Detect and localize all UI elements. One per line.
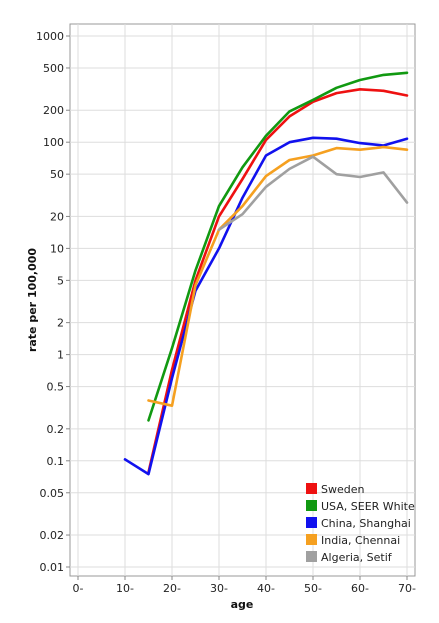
- x-tick-label: 0-: [73, 582, 84, 595]
- y-tick-label: 500: [43, 62, 64, 75]
- x-axis-ticks: 0- 10- 20- 30- 40- 50- 60- 70-: [73, 576, 416, 595]
- legend-swatch-india-chennai: [306, 534, 317, 545]
- legend-swatch-algeria-setif: [306, 551, 317, 562]
- y-axis-label: rate per 100,000: [26, 248, 39, 352]
- legend-label-algeria-setif: Algeria, Setif: [321, 551, 393, 564]
- legend-swatch-china-shanghai: [306, 517, 317, 528]
- x-axis-label: age: [231, 598, 254, 611]
- series-line-sweden: [147, 88, 409, 474]
- legend-label-usa-seer-white: USA, SEER White: [321, 500, 415, 513]
- y-tick-label: 2: [57, 317, 64, 330]
- y-tick-label: 5: [57, 274, 64, 287]
- series-line-usa-seer-white: [147, 71, 409, 422]
- y-tick-label: 100: [43, 136, 64, 149]
- y-tick-label: 0.02: [40, 529, 65, 542]
- y-tick-label: 200: [43, 104, 64, 117]
- y-tick-label: 50: [50, 168, 64, 181]
- legend-label-sweden: Sweden: [321, 483, 364, 496]
- x-tick-label: 30-: [210, 582, 228, 595]
- x-tick-label: 60-: [351, 582, 369, 595]
- y-tick-label: 1000: [36, 30, 64, 43]
- x-tick-label: 70-: [398, 582, 416, 595]
- legend-swatch-usa-seer-white: [306, 500, 317, 511]
- series-line-india-chennai: [147, 145, 409, 408]
- y-tick-label: 0.1: [47, 455, 65, 468]
- y-axis-ticks: 1000 500 200 100 50 20 10 5 2 1 0.5 0.2 0.1 0.05 0.02 0…: [36, 30, 70, 574]
- series-lines: [123, 71, 409, 476]
- x-tick-label: 40-: [257, 582, 275, 595]
- y-tick-label: 0.5: [47, 381, 65, 394]
- legend-swatch-sweden: [306, 483, 317, 494]
- x-tick-label: 50-: [304, 582, 322, 595]
- series-line-china-shanghai: [123, 136, 409, 476]
- y-tick-label: 1: [57, 349, 64, 362]
- y-tick-label: 0.01: [40, 561, 65, 574]
- x-tick-label: 10-: [116, 582, 134, 595]
- series-line-algeria-setif: [217, 155, 409, 231]
- y-tick-label: 10: [50, 242, 64, 255]
- y-tick-label: 0.05: [40, 487, 65, 500]
- x-tick-label: 20-: [163, 582, 181, 595]
- gridlines: [70, 24, 415, 576]
- y-tick-label: 20: [50, 210, 64, 223]
- legend: Sweden USA, SEER White China, Shanghai Indi…: [306, 483, 415, 564]
- y-tick-label: 0.2: [47, 423, 65, 436]
- legend-label-india-chennai: India, Chennai: [321, 534, 400, 547]
- legend-label-china-shanghai: China, Shanghai: [321, 517, 411, 530]
- plot-frame: [69, 23, 416, 577]
